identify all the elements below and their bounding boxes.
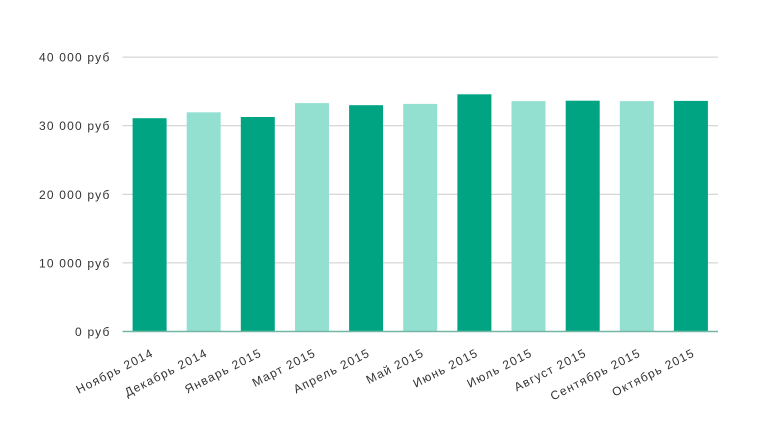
- svg-text:0 руб: 0 руб: [75, 325, 111, 339]
- svg-text:30 000 руб: 30 000 руб: [39, 119, 111, 133]
- svg-text:40 000 руб: 40 000 руб: [39, 51, 111, 65]
- svg-text:20 000 руб: 20 000 руб: [39, 188, 111, 202]
- svg-text:10 000 руб: 10 000 руб: [39, 256, 111, 270]
